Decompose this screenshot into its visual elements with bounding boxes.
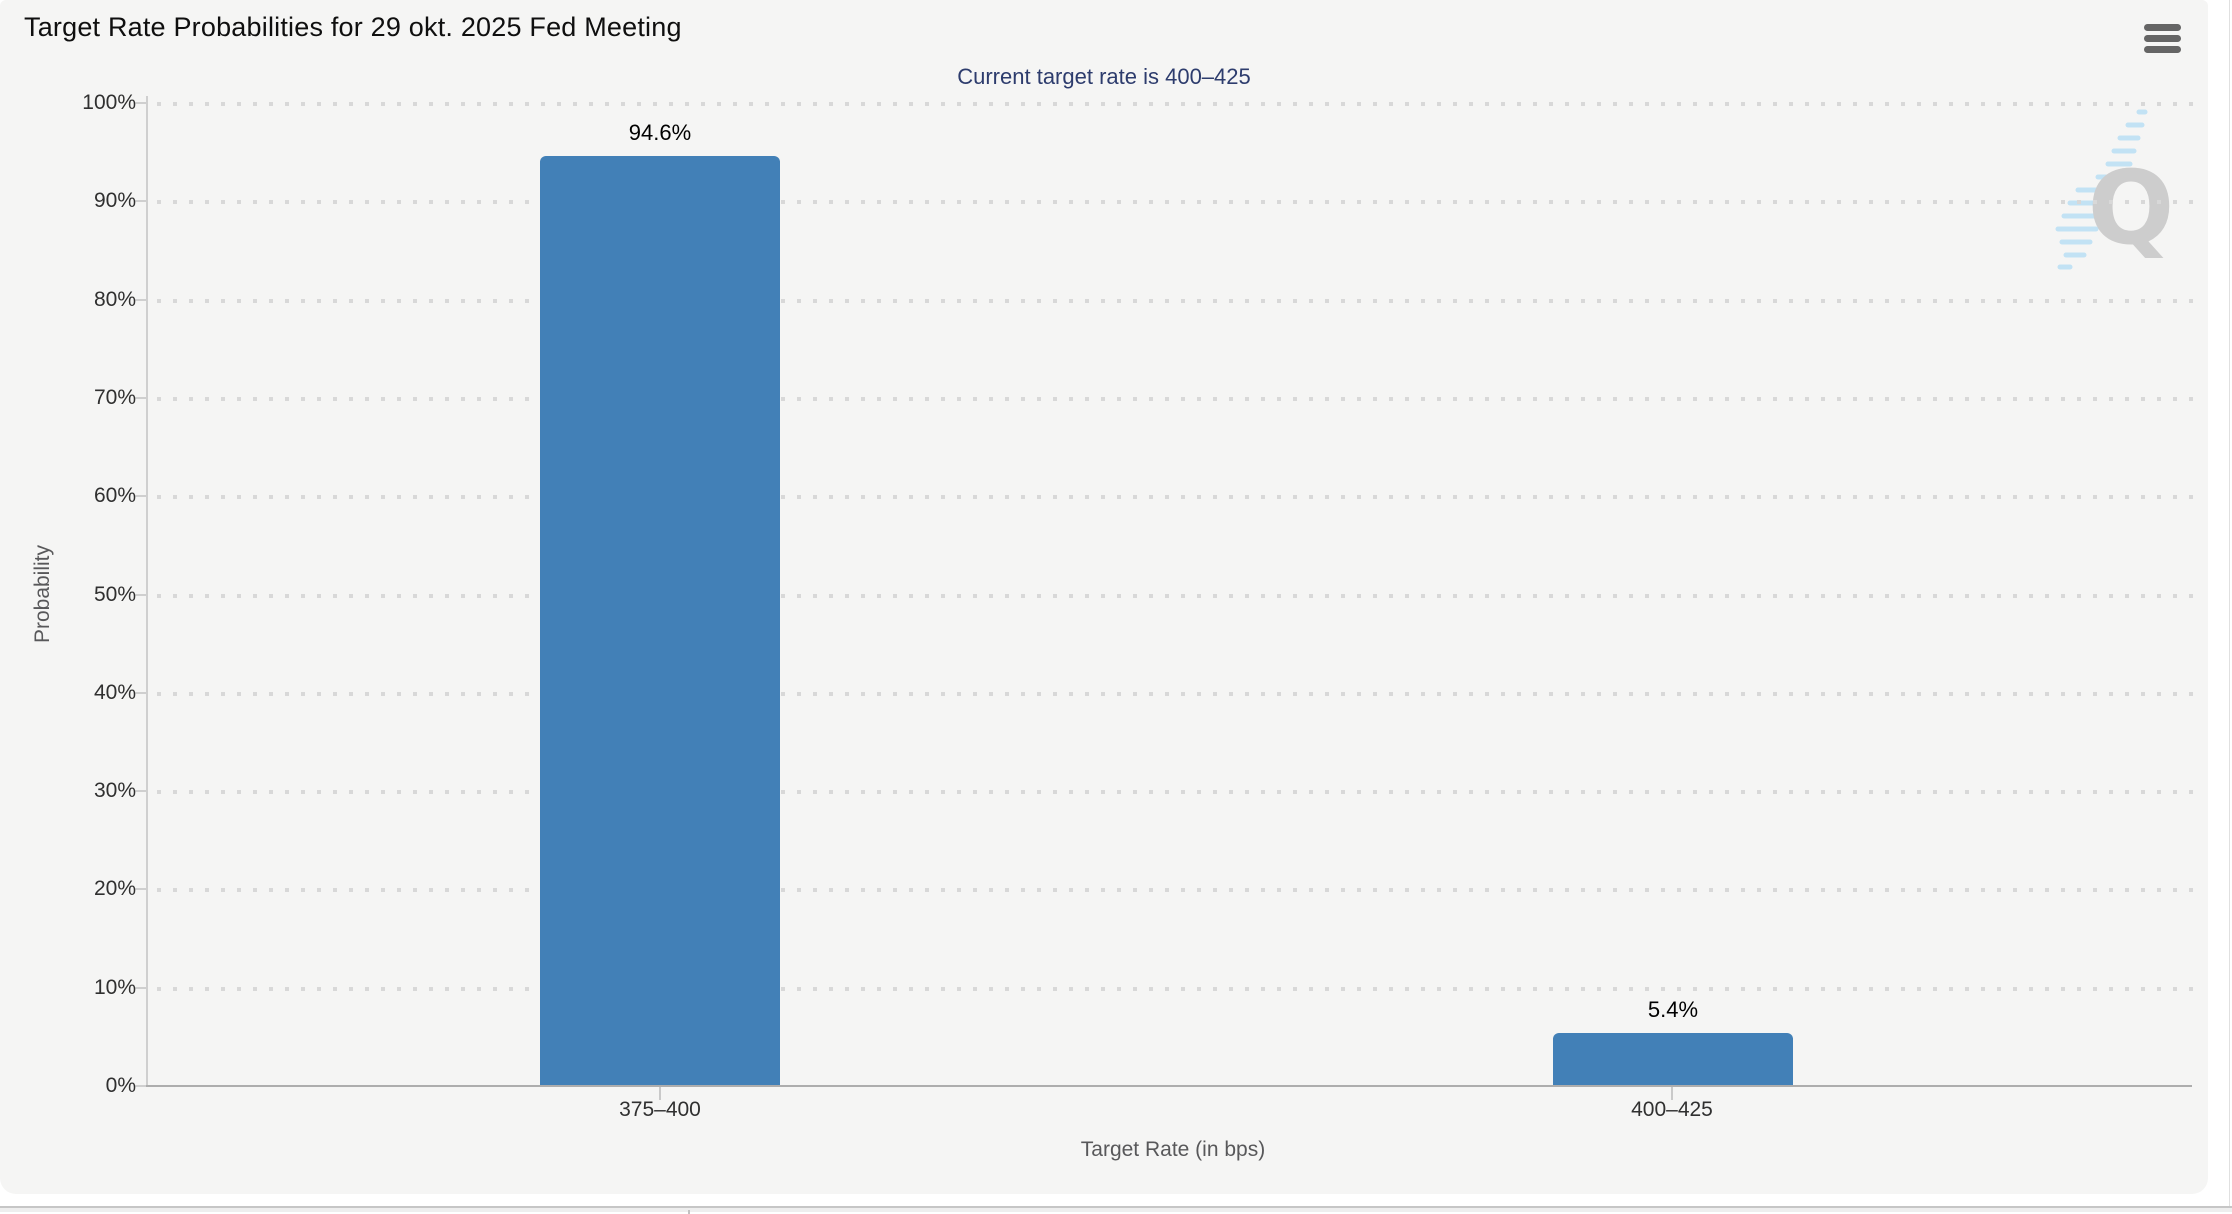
y-tick-mark — [134, 298, 147, 301]
y-tick-label: 40% — [93, 680, 136, 704]
y-tick-mark — [134, 986, 147, 989]
y-tick-mark — [134, 396, 147, 399]
bar-value-label: 94.6% — [628, 120, 692, 146]
x-tick-label: 400–425 — [1631, 1098, 1713, 1121]
hamburger-icon — [2144, 45, 2181, 53]
grid-line — [157, 888, 2199, 893]
grid-line — [157, 790, 2199, 795]
right-gutter — [2208, 0, 2232, 1212]
y-tick-label: 30% — [93, 779, 136, 803]
q-logo-watermark: Q — [2040, 100, 2210, 270]
y-tick-mark — [134, 790, 147, 793]
bottom-panel-edge — [0, 1206, 2232, 1214]
y-tick-label: 70% — [93, 385, 136, 409]
q-logo-letter: Q — [2088, 149, 2175, 268]
chart-title: Target Rate Probabilities for 29 okt. 20… — [24, 12, 682, 42]
y-tick-mark — [134, 691, 147, 694]
y-tick-label: 60% — [93, 484, 136, 508]
y-tick-label: 50% — [93, 582, 136, 606]
y-tick-mark — [134, 102, 147, 104]
bar-400–425[interactable] — [1553, 1032, 1793, 1086]
y-tick-mark — [134, 495, 147, 498]
q-logo-speed-lines — [2055, 109, 2148, 270]
chart-card: Target Rate Probabilities for 29 okt. 20… — [0, 0, 2208, 1194]
grid-line — [157, 396, 2199, 401]
x-tick-label: 375–400 — [619, 1098, 701, 1121]
hamburger-icon — [2144, 34, 2181, 42]
chart-subtitle: Current target rate is 400–425 — [957, 64, 1251, 89]
grid-line — [157, 986, 2199, 991]
x-tick-mark — [1671, 1087, 1673, 1100]
grid-line — [157, 495, 2199, 500]
hamburger-menu-button[interactable] — [2144, 20, 2184, 56]
y-tick-label: 0% — [105, 1074, 136, 1097]
x-axis-line — [146, 1085, 2192, 1087]
y-axis-line — [146, 96, 148, 1087]
bar-375–400[interactable] — [540, 156, 780, 1086]
grid-line — [157, 691, 2199, 696]
y-tick-mark — [134, 200, 147, 203]
grid-line — [157, 298, 2199, 303]
hamburger-icon — [2144, 23, 2181, 31]
y-tick-label: 20% — [93, 877, 136, 901]
y-tick-mark — [134, 593, 147, 596]
bottom-panel-column-divider — [688, 1210, 690, 1214]
grid-line — [157, 200, 2199, 205]
y-tick-label: 80% — [93, 287, 136, 311]
bar-value-label: 5.4% — [1647, 996, 1699, 1022]
y-tick-label: 100% — [82, 91, 136, 114]
y-tick-label: 90% — [93, 189, 136, 213]
y-tick-label: 10% — [93, 975, 136, 999]
x-tick-mark — [659, 1087, 661, 1100]
grid-line — [157, 593, 2199, 598]
right-gutter-border — [2229, 0, 2230, 1212]
grid-line — [157, 102, 2199, 106]
y-tick-mark — [134, 1085, 147, 1087]
y-tick-mark — [134, 888, 147, 891]
x-axis-title: Target Rate (in bps) — [1080, 1138, 1266, 1161]
